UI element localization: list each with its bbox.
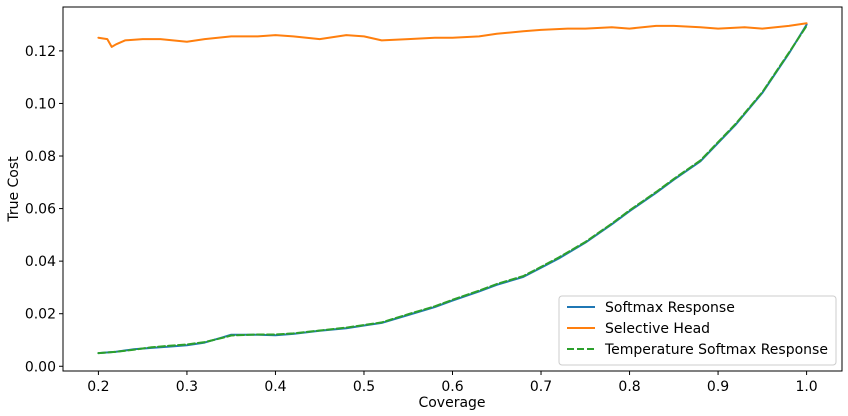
y-tick-label: 0.04 <box>25 254 56 270</box>
x-tick-label: 0.8 <box>618 379 640 395</box>
x-tick-label: 0.7 <box>530 379 552 395</box>
y-tick-label: 0.02 <box>25 307 56 323</box>
y-tick-label: 0.08 <box>25 149 56 165</box>
legend-label-selective-head: Selective Head <box>605 321 710 337</box>
x-tick-label: 0.3 <box>176 379 198 395</box>
series-layer <box>97 22 808 355</box>
x-tick-label: 1.0 <box>795 379 817 395</box>
y-tick-label: 0.12 <box>25 44 56 60</box>
y-tick-label: 0.06 <box>25 202 56 218</box>
x-tick-label: 0.6 <box>441 379 463 395</box>
series-line-selective-head <box>97 22 808 48</box>
legend-label-temperature-softmax-response: Temperature Softmax Response <box>604 342 828 358</box>
legend: Softmax Response Selective Head Temperatur… <box>558 295 837 366</box>
legend-label-softmax-response: Softmax Response <box>605 300 735 316</box>
x-tick-label: 0.4 <box>264 379 286 395</box>
x-tick-label: 0.2 <box>87 379 109 395</box>
ticks-layer: 0.2 0.3 0.4 0.5 0.6 0.7 0.8 0.9 1.0 0.00 0.02 0.04 0… <box>25 44 818 395</box>
plot-frame <box>62 6 843 372</box>
series-line-temperature-softmax-response <box>97 24 808 355</box>
x-tick-label: 0.9 <box>707 379 729 395</box>
x-axis-title: Coverage <box>418 395 485 411</box>
y-tick-label: 0.00 <box>25 359 56 375</box>
y-axis-title: True Cost <box>6 156 22 223</box>
legend-box <box>558 295 837 366</box>
y-tick-label: 0.10 <box>25 96 56 112</box>
x-tick-label: 0.5 <box>353 379 375 395</box>
